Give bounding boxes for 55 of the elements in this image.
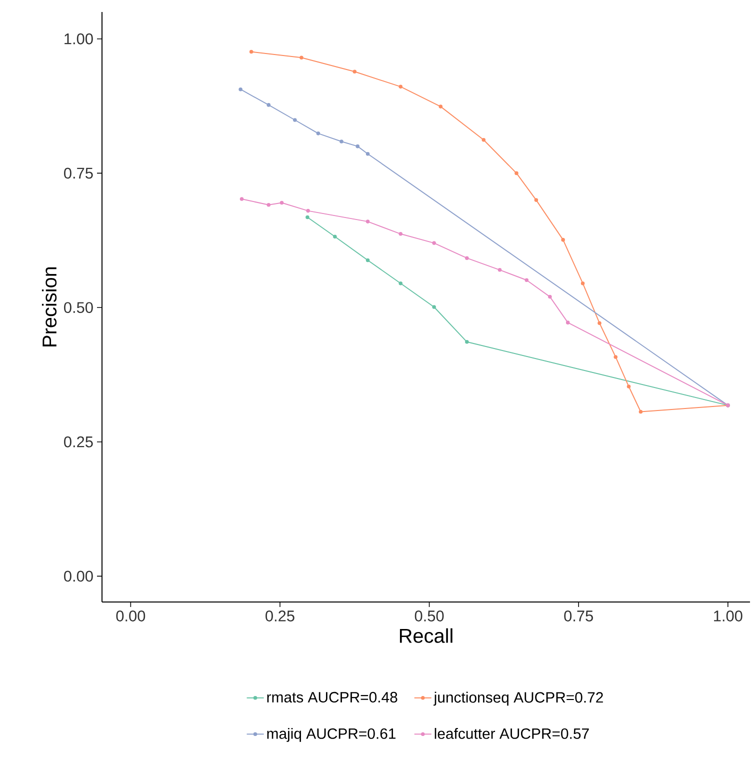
point <box>366 152 370 156</box>
point <box>498 268 502 272</box>
point <box>580 281 585 286</box>
point <box>356 144 360 148</box>
y-tick-label: 0.75 <box>64 168 93 179</box>
x-tick-label: 0.50 <box>414 610 444 622</box>
point <box>280 200 284 205</box>
point <box>266 203 271 207</box>
point <box>465 256 469 260</box>
point <box>482 138 486 142</box>
point <box>316 132 320 136</box>
x-tick-label: 0.25 <box>266 610 294 622</box>
x-axis-title: Recall <box>400 628 452 643</box>
point <box>432 305 436 309</box>
point <box>561 238 565 242</box>
point <box>306 208 310 213</box>
point <box>534 198 538 202</box>
point <box>438 104 443 108</box>
point <box>626 384 631 388</box>
legend-label: rmats AUCPR=0.48 <box>267 692 398 703</box>
point <box>398 232 403 236</box>
point <box>333 234 337 238</box>
point <box>598 321 602 326</box>
x-tick-label: 1.00 <box>714 610 742 622</box>
point <box>240 197 244 201</box>
x-tick-label: 0.75 <box>564 610 593 622</box>
point <box>293 118 297 122</box>
point <box>514 171 518 176</box>
point <box>638 410 643 414</box>
y-tick-label: 0.25 <box>64 436 93 448</box>
y-tick-label: 0.00 <box>64 570 93 582</box>
point <box>366 220 370 224</box>
point <box>249 50 254 54</box>
point <box>398 84 403 89</box>
x-tick-label: 0.00 <box>116 610 146 622</box>
point <box>566 320 570 324</box>
legend-label: leafcutter AUCPR=0.57 <box>434 728 589 739</box>
point <box>465 340 469 344</box>
point <box>306 215 310 220</box>
point <box>352 70 357 74</box>
point <box>366 258 370 262</box>
y-tick-label: 0.50 <box>64 302 93 313</box>
point <box>432 241 436 245</box>
legend-label: junctionseq AUCPR=0.72 <box>433 692 603 706</box>
point <box>300 56 304 60</box>
y-axis-title: Precision <box>42 267 57 346</box>
point <box>340 140 344 144</box>
point <box>524 278 529 282</box>
y-tick-label: 1.00 <box>64 33 93 44</box>
point <box>614 355 618 359</box>
point <box>238 87 242 92</box>
point <box>266 103 271 107</box>
point <box>548 294 552 299</box>
point <box>398 281 403 286</box>
legend-label: majiq AUCPR=0.61 <box>267 728 396 742</box>
